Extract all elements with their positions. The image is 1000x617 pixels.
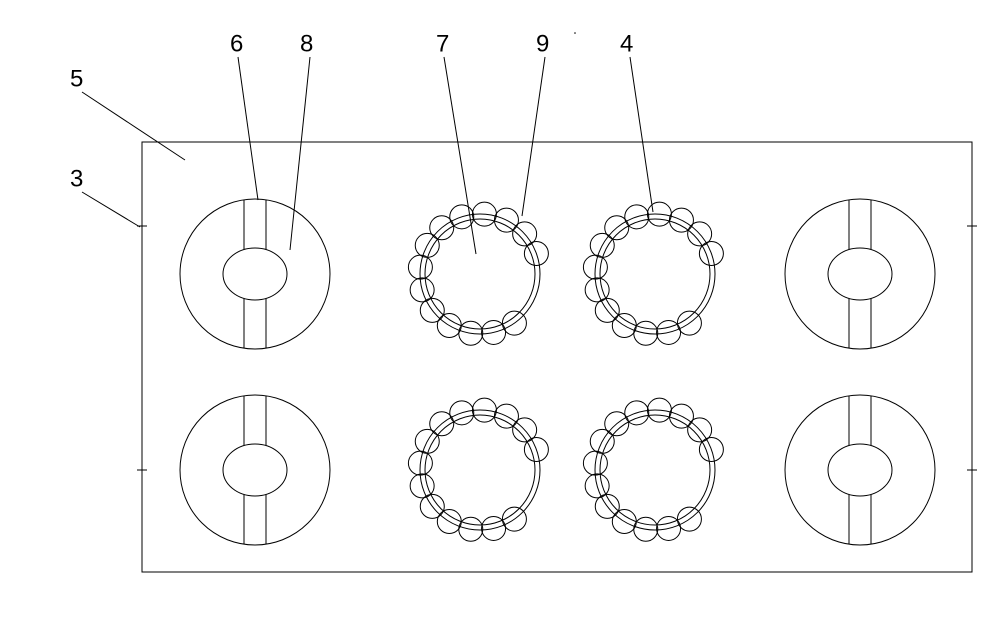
leader-line-2: [238, 57, 258, 200]
beaded-circle-2: [408, 398, 548, 541]
callout-label-5: 5: [70, 65, 83, 92]
leader-line-3: [290, 57, 310, 250]
leader-line-4: [444, 57, 476, 254]
split-ring-2: [180, 395, 330, 545]
callout-label-6: 6: [230, 30, 243, 57]
stray-dot: [574, 32, 576, 34]
split-ring-1: [785, 199, 935, 349]
callout-label-3: 3: [70, 165, 83, 192]
callout-label-7: 7: [436, 30, 449, 57]
callout-label-9: 9: [536, 30, 549, 57]
diagram-canvas: 5 3 6 8 7 9 4: [0, 0, 1000, 617]
beaded-circle-0: [408, 202, 548, 345]
callout-label-8: 8: [300, 30, 313, 57]
leader-line-5: [522, 57, 545, 216]
beaded-circle-3: [583, 398, 723, 541]
leader-line-0: [82, 92, 185, 160]
split-ring-0: [180, 199, 330, 349]
leader-line-6: [630, 57, 653, 212]
leader-line-1: [82, 192, 140, 227]
split-ring-3: [785, 395, 935, 545]
beaded-circle-1: [583, 202, 723, 345]
callout-label-4: 4: [620, 30, 633, 57]
